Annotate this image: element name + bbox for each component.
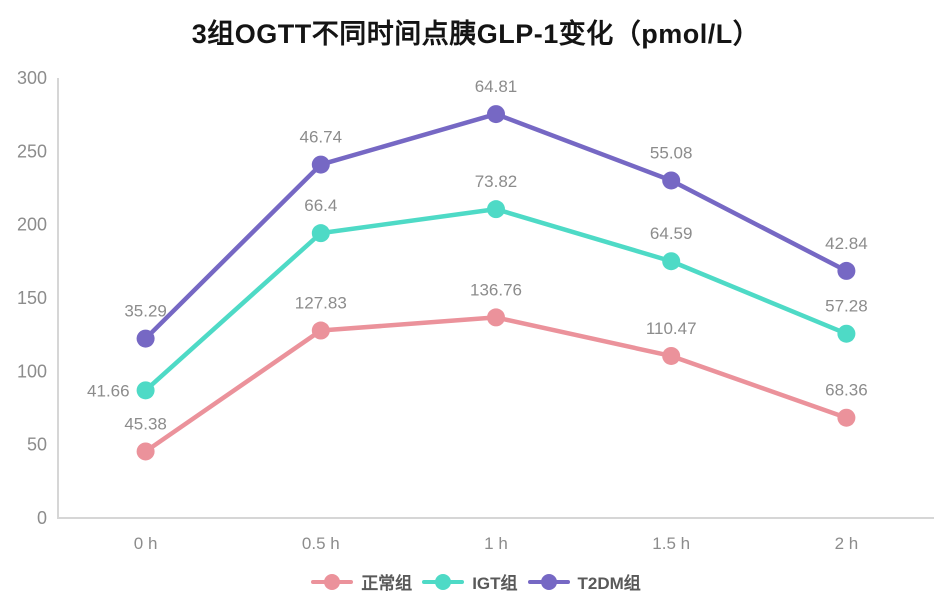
- data-point-marker-normal-group: [311, 321, 330, 340]
- data-point-marker-normal-group: [487, 308, 505, 327]
- data-point-marker-igt-group: [837, 324, 856, 343]
- data-point-marker-igt-group: [136, 381, 155, 400]
- chart-legend: 正常组 IGT组 T2DM组: [0, 569, 952, 594]
- y-axis-tick-label: 300: [17, 68, 47, 88]
- data-label-igt-group: 66.4: [304, 196, 337, 215]
- legend-label-t2dm-group: T2DM组: [577, 574, 641, 593]
- x-axis-category-label: 1 h: [484, 534, 508, 553]
- data-label-t2dm-group: 46.74: [300, 128, 343, 147]
- data-label-normal-group: 136.76: [470, 280, 522, 299]
- chart-title: 3组OGTT不同时间点胰GLP-1变化（pmol/L）: [191, 19, 761, 49]
- y-axis-tick-label: 200: [17, 215, 47, 235]
- data-point-marker-normal-group: [662, 346, 681, 365]
- x-axis-category-label: 2 h: [835, 534, 859, 553]
- legend-item-t2dm-group: T2DM组: [527, 569, 641, 594]
- legend-item-igt-group: IGT组: [422, 569, 518, 594]
- y-axis-tick-label: 100: [17, 361, 47, 381]
- x-axis-category-label: 1.5 h: [652, 534, 690, 553]
- y-axis-tick-label: 150: [17, 288, 47, 308]
- data-point-marker-t2dm-group: [487, 105, 505, 124]
- y-axis-tick-label: 0: [37, 508, 47, 528]
- y-axis-tick-label: 50: [27, 435, 47, 455]
- data-point-marker-t2dm-group: [311, 155, 330, 174]
- data-label-normal-group: 127.83: [295, 294, 347, 313]
- legend-label-normal-group: 正常组: [361, 574, 413, 593]
- data-point-marker-t2dm-group: [662, 171, 681, 190]
- axis-lines: [57, 78, 934, 519]
- data-point-marker-igt-group: [662, 252, 681, 271]
- data-label-igt-group: 73.82: [475, 172, 518, 191]
- series-line-normal-group: [143, 315, 849, 454]
- x-axis-category-label: 0.5 h: [302, 534, 340, 553]
- data-label-t2dm-group: 55.08: [650, 143, 693, 162]
- data-label-igt-group: 57.28: [825, 297, 868, 316]
- data-label-igt-group: 64.59: [650, 224, 693, 243]
- legend-item-normal-group: 正常组: [311, 569, 412, 594]
- data-point-marker-t2dm-group: [136, 329, 155, 348]
- legend-marker-icon-t2dm-group: [527, 573, 570, 590]
- data-label-t2dm-group: 35.29: [124, 302, 167, 321]
- data-point-marker-normal-group: [136, 442, 155, 461]
- data-point-marker-t2dm-group: [837, 261, 856, 280]
- legend-label-igt-group: IGT组: [472, 574, 518, 593]
- data-label-t2dm-group: 42.84: [825, 234, 868, 253]
- data-label-normal-group: 110.47: [646, 319, 697, 338]
- data-label-normal-group: 45.38: [124, 414, 167, 433]
- x-axis-category-label: 0 h: [134, 534, 158, 553]
- series-line-t2dm-group: [143, 111, 849, 341]
- data-point-marker-normal-group: [837, 408, 856, 427]
- legend-marker-icon-igt-group: [422, 573, 465, 590]
- legend-marker-icon-normal-group: [311, 573, 354, 590]
- data-label-normal-group: 68.36: [825, 381, 868, 400]
- data-point-marker-igt-group: [311, 224, 330, 243]
- data-label-t2dm-group: 64.81: [475, 77, 518, 96]
- data-point-marker-igt-group: [487, 200, 505, 219]
- data-label-igt-group: 41.66: [87, 381, 130, 400]
- y-axis-tick-label: 250: [17, 141, 47, 161]
